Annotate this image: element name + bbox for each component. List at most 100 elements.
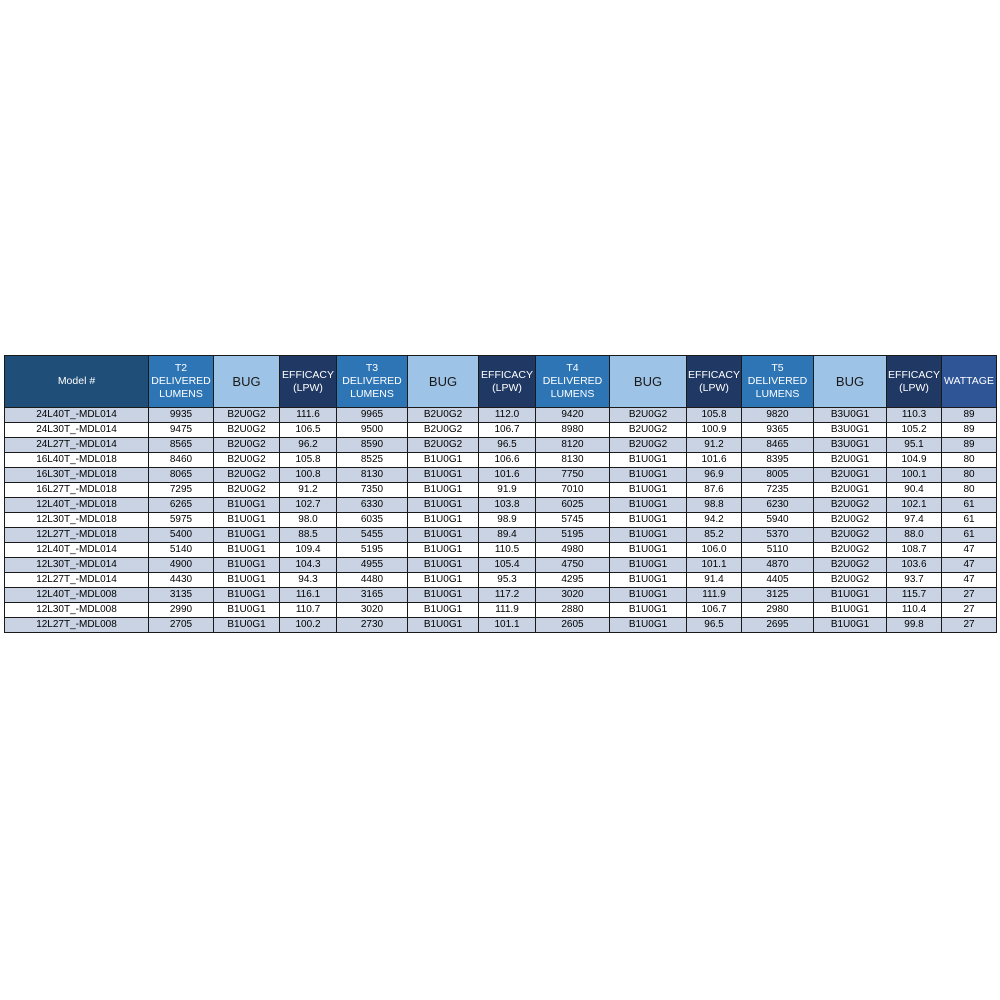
cell-t5-lumens: 9820 <box>741 407 814 423</box>
cell-t3-bug: B1U0G1 <box>407 572 479 588</box>
cell-t3-bug: B2U0G2 <box>407 437 479 453</box>
cell-wattage: 89 <box>941 437 997 453</box>
table-row: 12L40T_-MDL008 3135 B1U0G1 116.1 3165 B1U0G1 1… <box>4 587 997 603</box>
header-t5-efficacy: EFFICACY (LPW) <box>886 355 942 408</box>
table-row: 12L30T_-MDL018 5975 B1U0G1 98.0 6035 B1U0G1 98… <box>4 512 997 528</box>
cell-t3-bug: B1U0G1 <box>407 602 479 618</box>
cell-model: 12L30T_-MDL018 <box>4 512 149 528</box>
cell-t3-bug: B1U0G1 <box>407 617 479 633</box>
cell-t5-efficacy: 105.2 <box>886 422 942 438</box>
cell-t4-efficacy: 94.2 <box>686 512 742 528</box>
table-row: 24L40T_-MDL014 9935 B2U0G2 111.6 9965 B2U0G2 1… <box>4 407 997 423</box>
cell-wattage: 47 <box>941 557 997 573</box>
cell-t4-lumens: 5745 <box>535 512 610 528</box>
cell-t4-bug: B1U0G1 <box>609 512 687 528</box>
cell-t3-lumens: 4480 <box>336 572 408 588</box>
cell-t4-efficacy: 101.6 <box>686 452 742 468</box>
cell-t3-bug: B1U0G1 <box>407 497 479 513</box>
cell-t4-lumens: 4295 <box>535 572 610 588</box>
header-t2-efficacy: EFFICACY (LPW) <box>279 355 337 408</box>
cell-t5-efficacy: 102.1 <box>886 497 942 513</box>
cell-t3-efficacy: 91.9 <box>478 482 536 498</box>
cell-t2-bug: B2U0G2 <box>213 422 280 438</box>
cell-t3-bug: B1U0G1 <box>407 452 479 468</box>
cell-t4-bug: B1U0G1 <box>609 452 687 468</box>
cell-model: 12L30T_-MDL008 <box>4 602 149 618</box>
cell-t2-lumens: 5140 <box>148 542 214 558</box>
cell-t3-bug: B1U0G1 <box>407 557 479 573</box>
cell-t3-bug: B2U0G2 <box>407 407 479 423</box>
cell-t4-efficacy: 111.9 <box>686 587 742 603</box>
cell-t4-bug: B1U0G1 <box>609 557 687 573</box>
cell-t4-bug: B1U0G1 <box>609 572 687 588</box>
cell-model: 12L40T_-MDL018 <box>4 497 149 513</box>
cell-t2-efficacy: 96.2 <box>279 437 337 453</box>
cell-t2-efficacy: 111.6 <box>279 407 337 423</box>
cell-t3-efficacy: 98.9 <box>478 512 536 528</box>
cell-t2-lumens: 4430 <box>148 572 214 588</box>
header-t2-bug: BUG <box>213 355 280 408</box>
header-model: Model # <box>4 355 149 408</box>
cell-t2-bug: B1U0G1 <box>213 542 280 558</box>
cell-t2-efficacy: 105.8 <box>279 452 337 468</box>
table-row: 12L30T_-MDL014 4900 B1U0G1 104.3 4955 B1U0G1 1… <box>4 557 997 573</box>
table-body: 24L40T_-MDL014 9935 B2U0G2 111.6 9965 B2U0G2 1… <box>4 407 997 633</box>
cell-t4-lumens: 9420 <box>535 407 610 423</box>
cell-t5-lumens: 5110 <box>741 542 814 558</box>
header-t5-bug: BUG <box>813 355 887 408</box>
cell-t5-lumens: 6230 <box>741 497 814 513</box>
cell-wattage: 80 <box>941 467 997 483</box>
cell-t5-lumens: 2695 <box>741 617 814 633</box>
cell-wattage: 27 <box>941 617 997 633</box>
cell-t3-efficacy: 110.5 <box>478 542 536 558</box>
cell-wattage: 27 <box>941 587 997 603</box>
cell-t4-efficacy: 91.4 <box>686 572 742 588</box>
table-row: 12L40T_-MDL014 5140 B1U0G1 109.4 5195 B1U0G1 1… <box>4 542 997 558</box>
header-t2-lumens: T2 DELIVERED LUMENS <box>148 355 214 408</box>
cell-t2-efficacy: 100.8 <box>279 467 337 483</box>
table-row: 24L27T_-MDL014 8565 B2U0G2 96.2 8590 B2U0G2 96… <box>4 437 997 453</box>
cell-t2-lumens: 9475 <box>148 422 214 438</box>
cell-t4-efficacy: 98.8 <box>686 497 742 513</box>
cell-t3-efficacy: 112.0 <box>478 407 536 423</box>
cell-t4-efficacy: 106.0 <box>686 542 742 558</box>
cell-t5-efficacy: 99.8 <box>886 617 942 633</box>
cell-t2-lumens: 8460 <box>148 452 214 468</box>
cell-t5-bug: B2U0G1 <box>813 452 887 468</box>
cell-t2-lumens: 8065 <box>148 467 214 483</box>
cell-t2-bug: B1U0G1 <box>213 602 280 618</box>
cell-t5-lumens: 9365 <box>741 422 814 438</box>
table-row: 24L30T_-MDL014 9475 B2U0G2 106.5 9500 B2U0G2 1… <box>4 422 997 438</box>
cell-t5-lumens: 5370 <box>741 527 814 543</box>
cell-t3-bug: B1U0G1 <box>407 587 479 603</box>
cell-t2-efficacy: 102.7 <box>279 497 337 513</box>
lumen-spec-table: Model # T2 DELIVERED LUMENS BUG EFFICACY… <box>4 355 997 633</box>
cell-t5-efficacy: 88.0 <box>886 527 942 543</box>
cell-t5-lumens: 8395 <box>741 452 814 468</box>
cell-t2-bug: B1U0G1 <box>213 512 280 528</box>
cell-t5-bug: B2U0G2 <box>813 497 887 513</box>
cell-t3-lumens: 8130 <box>336 467 408 483</box>
cell-t3-efficacy: 95.3 <box>478 572 536 588</box>
cell-t3-bug: B1U0G1 <box>407 482 479 498</box>
cell-model: 24L27T_-MDL014 <box>4 437 149 453</box>
cell-t2-bug: B2U0G2 <box>213 437 280 453</box>
table-row: 12L27T_-MDL014 4430 B1U0G1 94.3 4480 B1U0G1 95… <box>4 572 997 588</box>
cell-t5-efficacy: 104.9 <box>886 452 942 468</box>
cell-t4-bug: B1U0G1 <box>609 482 687 498</box>
cell-t4-efficacy: 100.9 <box>686 422 742 438</box>
cell-t3-lumens: 2730 <box>336 617 408 633</box>
cell-t4-efficacy: 85.2 <box>686 527 742 543</box>
cell-t3-lumens: 7350 <box>336 482 408 498</box>
table-row: 12L27T_-MDL018 5400 B1U0G1 88.5 5455 B1U0G1 89… <box>4 527 997 543</box>
table-row: 16L40T_-MDL018 8460 B2U0G2 105.8 8525 B1U0G1 1… <box>4 452 997 468</box>
cell-t2-efficacy: 100.2 <box>279 617 337 633</box>
cell-t3-lumens: 8590 <box>336 437 408 453</box>
cell-t5-lumens: 5940 <box>741 512 814 528</box>
cell-wattage: 89 <box>941 407 997 423</box>
cell-t5-bug: B2U0G1 <box>813 467 887 483</box>
cell-t2-lumens: 5400 <box>148 527 214 543</box>
cell-t2-efficacy: 104.3 <box>279 557 337 573</box>
cell-model: 12L40T_-MDL014 <box>4 542 149 558</box>
cell-t4-bug: B1U0G1 <box>609 587 687 603</box>
